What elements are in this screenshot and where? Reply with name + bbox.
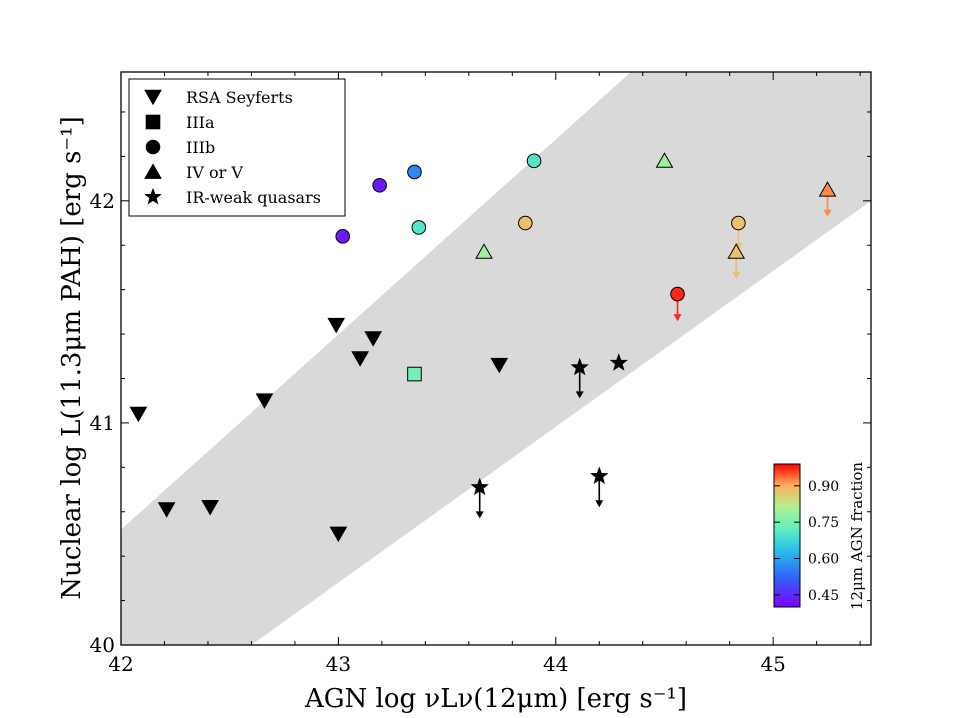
data-point	[372, 177, 387, 193]
colorbar-label: 12μm AGN fraction	[848, 462, 866, 610]
upper-limit-arrowhead	[673, 314, 682, 322]
x-tick-label: 42	[108, 652, 133, 676]
data-point	[518, 215, 533, 231]
upper-limit-arrowhead	[732, 271, 741, 279]
data-point	[470, 477, 489, 496]
legend-label: IV or V	[186, 163, 243, 182]
legend-marker	[145, 139, 161, 155]
data-point	[727, 243, 746, 259]
data-point	[129, 406, 148, 423]
data-point	[335, 229, 351, 244]
data-marks-layer	[129, 152, 837, 543]
data-point	[329, 526, 348, 543]
data-point	[655, 152, 674, 168]
y-tick-label: 41	[90, 411, 115, 435]
upper-limit-arrowhead	[823, 209, 832, 217]
x-axis-label: AGN log νLν(12μm) [erg s⁻¹]	[304, 684, 687, 714]
data-point	[526, 153, 542, 169]
legend-marker	[145, 114, 161, 130]
data-point	[818, 181, 837, 197]
plot-frame	[120, 71, 872, 646]
data-point	[490, 357, 509, 374]
colorbar: 12μm AGN fraction 0.45 0.60 0.75 0.90	[773, 462, 866, 610]
legend-box	[128, 78, 346, 217]
x-tick-label: 45	[760, 652, 785, 676]
data-point	[731, 215, 746, 231]
data-point	[327, 317, 346, 334]
data-point	[570, 357, 589, 376]
legend-marker	[144, 89, 162, 106]
data-point	[407, 164, 422, 180]
colorbar-gradient	[773, 463, 801, 608]
x-tick-label: 43	[326, 652, 351, 676]
upper-limit-arrowhead	[475, 511, 484, 519]
data-point	[411, 220, 427, 235]
x-tick-label: 44	[543, 652, 568, 676]
data-point	[407, 366, 422, 382]
upper-limit-arrowhead	[575, 391, 584, 399]
upper-limit-arrowhead	[595, 500, 604, 508]
data-point	[201, 500, 219, 516]
y-tick-label: 42	[90, 189, 115, 213]
data-point	[475, 243, 493, 259]
data-point	[351, 351, 369, 367]
colorbar-tick-label: 0.60	[808, 552, 839, 568]
data-point	[609, 353, 629, 371]
data-point	[255, 393, 274, 409]
legend-marker	[144, 163, 162, 179]
axes-layer: 42 43 44 45 40 41 42	[90, 72, 871, 676]
legend-label: RSA Seyferts	[186, 88, 293, 107]
data-point	[157, 502, 176, 518]
legend: RSA Seyferts IIIa IIIb IV or V IR-weak quasa…	[128, 78, 346, 217]
y-axis-label: Nuclear log L(11.3μm PAH) [erg s⁻¹]	[57, 116, 87, 599]
colorbar-tick-label: 0.90	[808, 479, 839, 495]
y-tick-label: 40	[90, 633, 115, 657]
colorbar-tick-label: 0.45	[808, 588, 839, 604]
data-point	[590, 466, 609, 485]
legend-label: IIIb	[186, 138, 215, 157]
legend-marker	[144, 187, 162, 205]
legend-label: IIIa	[186, 113, 215, 132]
data-point	[364, 331, 383, 347]
data-point	[670, 286, 685, 302]
colorbar-tick-label: 0.75	[808, 515, 839, 531]
legend-label: IR-weak quasars	[186, 188, 321, 207]
